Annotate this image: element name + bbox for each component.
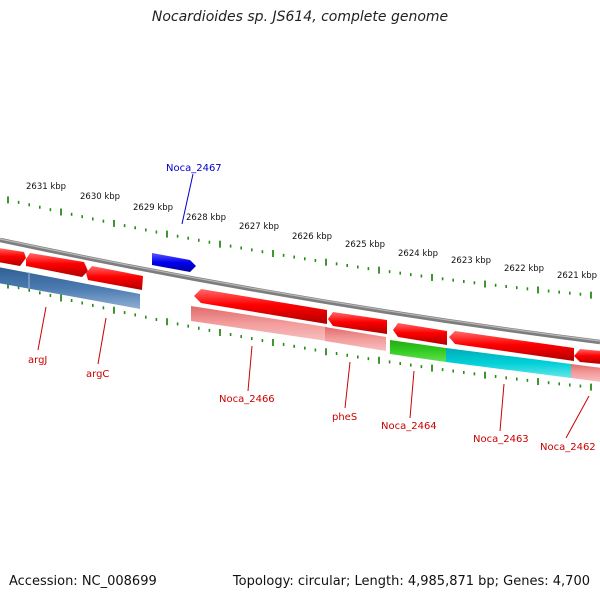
accession-text: Accession: NC_008699 xyxy=(9,574,157,589)
map-title: Nocardioides sp. JS614, complete genome xyxy=(151,9,449,25)
kbp-label: 2630 kbp xyxy=(80,192,120,202)
gene-label-noca-2463[interactable]: Noca_2463 xyxy=(473,434,529,445)
noca-2464-green-feature[interactable] xyxy=(390,340,446,362)
kbp-label: 2623 kbp xyxy=(451,256,491,266)
noca-2463-cyan-feature[interactable] xyxy=(446,348,571,378)
kbp-label: 2621 kbp xyxy=(557,271,597,281)
gene-label-noca-2466[interactable]: Noca_2466 xyxy=(219,394,275,405)
leader-noca-2463 xyxy=(499,383,505,432)
noca-2467-feature[interactable] xyxy=(152,253,196,272)
leader-noca-2462 xyxy=(565,395,590,439)
inner-tick-ring xyxy=(7,281,592,391)
noca-2463-feature[interactable] xyxy=(449,331,574,361)
noca-2464-feature[interactable] xyxy=(393,323,447,345)
gene-labels: Noca_2467 argJ argC Noca_2466 pheS Noca_… xyxy=(28,163,596,453)
gene-label-phes[interactable]: pheS xyxy=(332,412,357,423)
gene-feature-red[interactable] xyxy=(0,248,26,266)
kbp-label: 2629 kbp xyxy=(133,203,173,213)
genome-backbone xyxy=(0,237,600,345)
kbp-label: 2625 kbp xyxy=(345,240,385,250)
gene-feature-red[interactable] xyxy=(86,266,143,290)
leader-noca-2467 xyxy=(181,173,194,225)
noca-2462-feature[interactable] xyxy=(574,349,600,364)
gene-label-noca-2462[interactable]: Noca_2462 xyxy=(540,442,596,453)
phes-feature[interactable] xyxy=(328,312,387,334)
leader-noca-2464 xyxy=(409,370,415,419)
leader-noca-2466 xyxy=(247,345,253,392)
noca-2466-feature[interactable] xyxy=(194,289,327,324)
gene-label-noca-2467[interactable]: Noca_2467 xyxy=(166,163,222,174)
forward-strand-features xyxy=(0,248,600,364)
gene-label-noca-2464[interactable]: Noca_2464 xyxy=(381,421,437,432)
argj-feature[interactable] xyxy=(0,267,140,309)
gene-feature-red[interactable] xyxy=(26,253,88,277)
gene-label-argc[interactable]: argC xyxy=(86,369,109,380)
leader-phes xyxy=(344,361,351,409)
kbp-label: 2622 kbp xyxy=(504,264,544,274)
label-leaders xyxy=(37,173,590,439)
genome-backbone-highlight xyxy=(0,238,600,342)
kbp-label: 2626 kbp xyxy=(292,232,332,242)
genome-summary-text: Topology: circular; Length: 4,985,871 bp… xyxy=(232,574,590,589)
outer-tick-ring xyxy=(7,196,592,299)
gene-label-argj[interactable]: argJ xyxy=(28,355,47,366)
noca-2466-reverse-feature[interactable] xyxy=(191,306,327,341)
kbp-labels: 2631 kbp 2630 kbp 2629 kbp 2628 kbp 2627… xyxy=(26,182,597,281)
leader-argj xyxy=(37,306,47,351)
kbp-label: 2627 kbp xyxy=(239,222,279,232)
kbp-label: 2624 kbp xyxy=(398,249,438,259)
phes-reverse-feature[interactable] xyxy=(325,327,386,351)
noca-2462-reverse-feature[interactable] xyxy=(571,364,600,382)
leader-argc xyxy=(97,317,107,365)
reverse-strand-features xyxy=(0,267,600,382)
kbp-label: 2631 kbp xyxy=(26,182,66,192)
kbp-label: 2628 kbp xyxy=(186,213,226,223)
